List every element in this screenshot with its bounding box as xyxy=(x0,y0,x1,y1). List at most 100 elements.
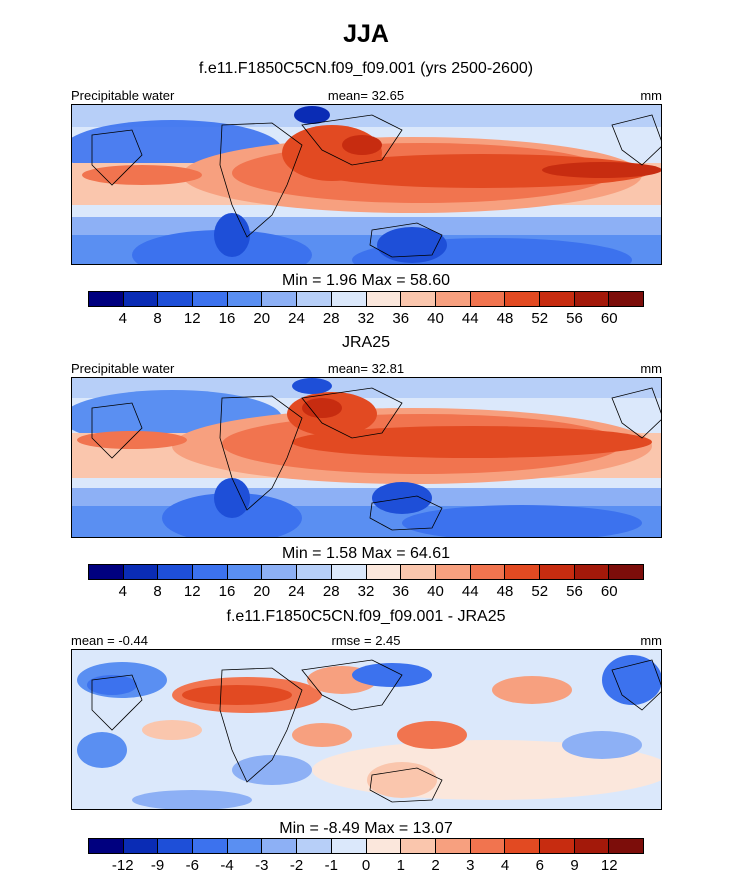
panel2-minmax: Min = 1.58 Max = 64.61 xyxy=(281,545,451,562)
colorbar-tick-label: 12 xyxy=(183,583,201,600)
panel3-map xyxy=(71,649,662,810)
colorbar-tick-label: 48 xyxy=(496,583,514,600)
colorbar-tick-label: -1 xyxy=(324,857,338,874)
panel3-units-label: mm xyxy=(640,633,662,648)
panel1-map xyxy=(71,104,662,265)
colorbar-swatch xyxy=(89,292,124,306)
panel3-minmax: Min = -8.49 Max = 13.07 xyxy=(279,820,453,837)
colorbar-swatch xyxy=(539,839,575,853)
colorbar-swatch xyxy=(401,565,436,579)
colorbar-swatch xyxy=(123,292,159,306)
colorbar-swatch xyxy=(227,839,263,853)
colorbar-swatch xyxy=(366,565,402,579)
figure-title: JJA xyxy=(343,20,389,48)
colorbar-swatch xyxy=(574,839,610,853)
colorbar-swatch xyxy=(297,292,332,306)
colorbar-tick-label: 16 xyxy=(218,310,236,327)
colorbar-swatch xyxy=(297,565,332,579)
colorbar-swatch xyxy=(193,292,228,306)
colorbar-swatch xyxy=(505,839,540,853)
colorbar-tick-label: 8 xyxy=(153,583,162,600)
colorbar-tick-label: -9 xyxy=(150,857,165,874)
colorbar-swatch xyxy=(574,565,610,579)
colorbar-tick-label: 4 xyxy=(118,583,127,600)
colorbar-swatch xyxy=(435,565,471,579)
colorbar-tick-label: 12 xyxy=(600,857,618,874)
panel2-map xyxy=(71,377,662,538)
colorbar-tick-label: 60 xyxy=(600,583,618,600)
colorbar-swatch xyxy=(470,565,506,579)
colorbar-tick-label: 36 xyxy=(392,583,410,600)
colorbar-swatch xyxy=(123,565,159,579)
colorbar-tick-label: 60 xyxy=(600,310,618,327)
colorbar-tick-label: 0 xyxy=(361,857,371,874)
colorbar-swatch xyxy=(262,565,298,579)
panel1-variable-label: Precipitable water xyxy=(71,88,175,103)
colorbar-swatch xyxy=(505,292,540,306)
colorbar-tick-label: 28 xyxy=(322,583,340,600)
colorbar-swatch xyxy=(193,565,228,579)
panel3-rmse-label: rmse = 2.45 xyxy=(331,633,401,648)
panel1-heatmap xyxy=(72,105,661,264)
colorbar-swatch xyxy=(262,292,298,306)
panel3-heatmap xyxy=(72,650,661,809)
colorbar-tick-label: 36 xyxy=(392,310,410,327)
colorbar-swatch xyxy=(262,839,298,853)
colorbar-tick-label: 32 xyxy=(357,310,375,327)
colorbar-tick-label: -6 xyxy=(185,857,199,874)
colorbar-tick-label: 56 xyxy=(566,583,583,600)
colorbar-swatch xyxy=(539,565,575,579)
colorbar-tick-label: 24 xyxy=(288,583,305,600)
colorbar-tick-label: 9 xyxy=(570,857,579,874)
colorbar-swatch xyxy=(297,839,332,853)
panel1-title: f.e11.F1850C5CN.f09_f09.001 (yrs 2500-26… xyxy=(198,60,534,77)
colorbar-swatch xyxy=(609,565,643,579)
colorbar-tick-label: 8 xyxy=(153,310,162,327)
colorbar-swatch xyxy=(89,839,124,853)
colorbar-tick-label: 12 xyxy=(183,310,201,327)
colorbar-tick-label: 44 xyxy=(461,583,479,600)
colorbar-swatch xyxy=(539,292,575,306)
colorbar-swatch xyxy=(227,565,263,579)
colorbar-tick-label: 1 xyxy=(396,857,405,874)
colorbar-tick-label: 52 xyxy=(531,583,549,600)
colorbar-tick-label: 20 xyxy=(253,310,271,327)
colorbar-swatch xyxy=(366,839,402,853)
colorbar-tick-label: 3 xyxy=(466,857,475,874)
panel2-mean-label: mean= 32.81 xyxy=(327,361,405,376)
colorbar-tick-label: 6 xyxy=(535,857,544,874)
colorbar-tick-label: 40 xyxy=(427,310,444,327)
panel1-mean-label: mean= 32.65 xyxy=(327,88,405,103)
colorbar-tick-label: 24 xyxy=(288,310,305,327)
colorbar-swatch xyxy=(609,839,643,853)
colorbar-tick-label: 44 xyxy=(461,310,479,327)
colorbar-swatch xyxy=(401,839,436,853)
panel2-heatmap xyxy=(72,378,661,537)
panel3-mean-label: mean = -0.44 xyxy=(71,633,148,648)
colorbar-swatch xyxy=(158,565,194,579)
colorbar-swatch xyxy=(193,839,228,853)
panel3-colorbar xyxy=(88,838,644,854)
colorbar-tick-label: 2 xyxy=(431,857,440,874)
colorbar-swatch xyxy=(158,292,194,306)
colorbar-tick-label: 28 xyxy=(322,310,340,327)
colorbar-swatch xyxy=(470,839,506,853)
colorbar-tick-label: -2 xyxy=(289,857,304,874)
colorbar-swatch xyxy=(574,292,610,306)
colorbar-tick-label: 16 xyxy=(218,583,236,600)
colorbar-tick-label: 20 xyxy=(253,583,271,600)
panel1-colorbar xyxy=(88,291,644,307)
colorbar-tick-label: 4 xyxy=(500,857,510,874)
colorbar-swatch xyxy=(366,292,402,306)
colorbar-swatch xyxy=(123,839,159,853)
colorbar-swatch xyxy=(331,292,367,306)
panel2-units-label: mm xyxy=(640,361,662,376)
colorbar-swatch xyxy=(435,839,471,853)
colorbar-tick-label: -4 xyxy=(220,857,234,874)
panel2-title: JRA25 xyxy=(341,334,391,351)
colorbar-swatch xyxy=(227,292,263,306)
panel1-minmax: Min = 1.96 Max = 58.60 xyxy=(281,272,451,289)
panel2-variable-label: Precipitable water xyxy=(71,361,175,376)
colorbar-swatch xyxy=(609,292,643,306)
colorbar-tick-label: 52 xyxy=(531,310,549,327)
